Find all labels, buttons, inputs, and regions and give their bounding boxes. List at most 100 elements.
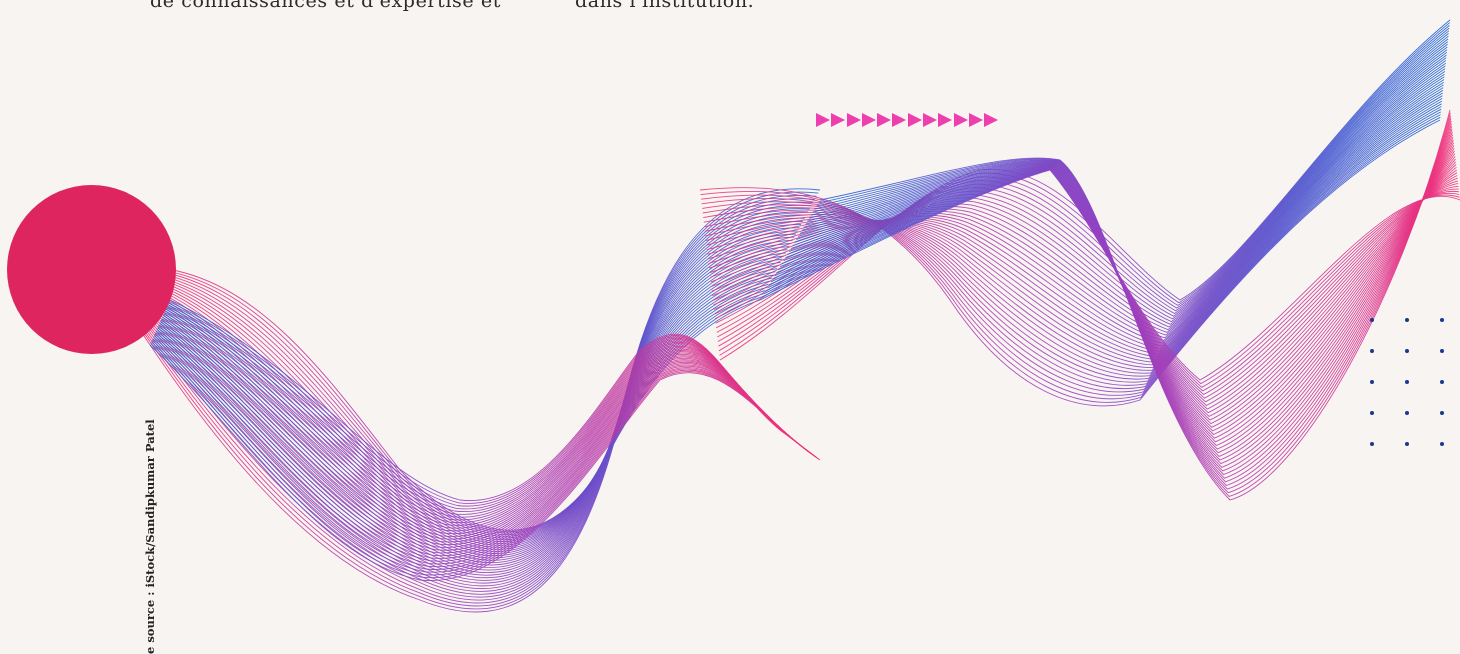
- wave-line: [701, 111, 1442, 396]
- arrow-glyph-icon: [846, 113, 861, 127]
- wave-line: [143, 211, 809, 592]
- wave-line: [798, 142, 1454, 457]
- arrow-glyph-icon: [938, 113, 953, 127]
- wave-line: [713, 52, 1448, 333]
- wave-line: [146, 227, 800, 579]
- arrow-glyph-icon: [816, 113, 830, 127]
- body-text-right-fragment: dans l'institution.: [575, 0, 755, 12]
- wave-line: [165, 308, 789, 518]
- wave-line: [144, 217, 805, 587]
- wave-line: [148, 236, 795, 571]
- wave-line: [710, 65, 1446, 347]
- wave-line: [706, 87, 1444, 369]
- wave-line: [159, 322, 801, 543]
- wave-line: [161, 318, 797, 535]
- wave-line: [763, 168, 1460, 388]
- wave-line: [141, 198, 815, 604]
- wave-line: [142, 204, 812, 598]
- wave-ribbon-2: [149, 299, 821, 581]
- wave-line: [154, 333, 811, 562]
- wave-line: [812, 120, 1452, 487]
- wave-line: [144, 214, 807, 590]
- wave-line: [814, 118, 1452, 490]
- grid-dot: [1370, 318, 1374, 322]
- wave-line: [152, 338, 815, 570]
- grid-dot: [1440, 442, 1444, 446]
- wave-line: [155, 330, 808, 557]
- grid-dot: [1405, 318, 1409, 322]
- arrow-glyph-icon: [861, 113, 876, 127]
- wave-line: [155, 332, 810, 559]
- arrow-glyph-icon: [968, 113, 983, 127]
- wave-line: [719, 22, 1450, 356]
- wave-line: [141, 201, 814, 601]
- wave-ribbon-4: [759, 109, 1460, 501]
- wave-line: [153, 335, 812, 565]
- wave-line: [151, 252, 786, 559]
- wave-line: [148, 239, 793, 569]
- wave-line: [164, 312, 792, 524]
- wave-line: [709, 73, 1445, 355]
- wave-line: [761, 169, 1460, 385]
- wave-line: [709, 71, 1446, 352]
- wave-line: [703, 100, 1443, 383]
- wave-line: [153, 336, 814, 568]
- arrow-glyph-icon: [892, 113, 907, 127]
- grid-dot: [1370, 442, 1374, 446]
- grid-dot: [1405, 411, 1409, 415]
- grid-dot: [1440, 318, 1444, 322]
- arrow-glyph-icon: [953, 113, 968, 127]
- wave-line: [704, 98, 1443, 380]
- grid-dot: [1405, 442, 1409, 446]
- grid-dot: [1440, 411, 1444, 415]
- wave-line: [152, 261, 781, 552]
- wave-line: [140, 191, 819, 610]
- body-text-left-fragment: de connaissances et d'expertise et: [150, 0, 501, 12]
- wave-line: [160, 319, 799, 537]
- wave-line: [145, 224, 802, 581]
- wave-line: [150, 343, 819, 579]
- wave-line: [783, 164, 1457, 428]
- wave-line: [699, 119, 1441, 407]
- wave-line: [169, 299, 781, 502]
- wave-line: [166, 305, 786, 512]
- wave-line: [816, 115, 1452, 494]
- wave-line: [140, 195, 817, 607]
- wave-line: [803, 134, 1454, 468]
- wave-line: [765, 168, 1460, 392]
- wave-line: [163, 313, 793, 526]
- arrow-glyph-icon: [831, 113, 846, 127]
- wave-line: [162, 316, 796, 532]
- wave-line: [168, 302, 784, 507]
- wave-line: [779, 166, 1457, 421]
- dot-grid-decoration: [1370, 318, 1460, 468]
- grid-dot: [1440, 380, 1444, 384]
- wave-line: [151, 339, 817, 573]
- grid-dot: [1405, 380, 1409, 384]
- wave-line: [150, 249, 788, 561]
- wave-line: [169, 301, 782, 504]
- wave-line: [759, 169, 1460, 381]
- wave-line: [702, 106, 1442, 390]
- arrow-glyph-icon: [907, 113, 922, 127]
- wave-line: [149, 242, 791, 566]
- wave-line: [157, 327, 806, 551]
- grid-dot: [1405, 349, 1409, 353]
- wave-line: [166, 307, 788, 515]
- wave-line: [158, 271, 764, 534]
- wave-line: [156, 276, 769, 539]
- image-credit: e source : iStock/Sandipkumar Patel: [143, 419, 157, 654]
- wave-line: [155, 274, 774, 544]
- wave-line: [164, 310, 790, 521]
- pink-circle-decoration: [7, 185, 176, 354]
- wave-line: [718, 27, 1450, 347]
- wave-line: [152, 258, 783, 555]
- arrow-glyph-icon: [984, 113, 999, 127]
- grid-dot: [1370, 349, 1374, 353]
- wave-line: [147, 230, 798, 576]
- wave-line: [167, 304, 785, 510]
- wave-line: [788, 156, 1456, 439]
- wave-line: [712, 57, 1447, 339]
- wave-line: [156, 329, 807, 554]
